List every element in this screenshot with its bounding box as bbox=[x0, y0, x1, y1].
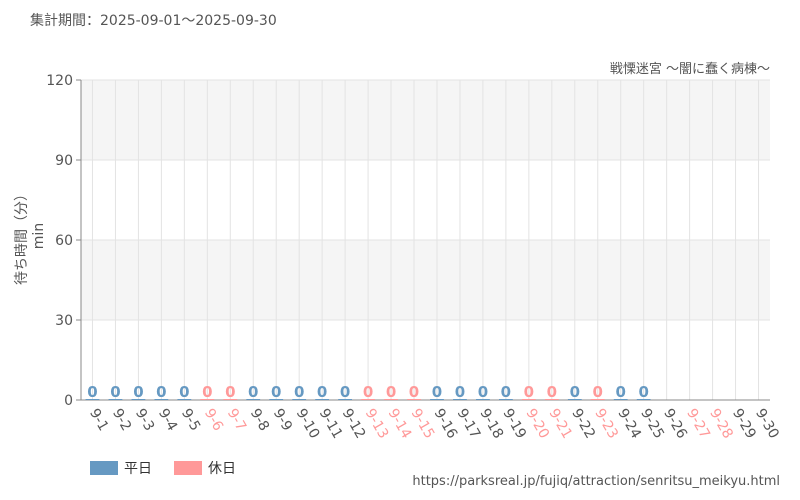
y-tick-label: 0 bbox=[64, 393, 73, 409]
x-tick-label-9-10: 9-10 bbox=[293, 406, 323, 442]
data-label-9-6: 0 bbox=[202, 383, 212, 401]
data-label-9-19: 0 bbox=[501, 383, 511, 401]
bar-9-1 bbox=[85, 399, 100, 400]
data-label-9-24: 0 bbox=[615, 383, 625, 401]
x-tick-label-9-30: 9-30 bbox=[752, 406, 782, 442]
data-label-9-3: 0 bbox=[133, 383, 143, 401]
weekday-swatch bbox=[90, 461, 118, 475]
bar-9-23 bbox=[590, 399, 605, 400]
bar-9-2 bbox=[108, 399, 123, 400]
chart-legend: 平日 休日 bbox=[90, 458, 236, 478]
x-tick-label-9-26: 9-26 bbox=[660, 406, 690, 442]
legend-item-holiday[interactable]: 休日 bbox=[174, 458, 236, 478]
x-tick-label-9-5: 9-5 bbox=[178, 406, 203, 434]
x-tick-label-9-21: 9-21 bbox=[545, 406, 575, 442]
bar-9-17 bbox=[453, 399, 467, 400]
data-label-9-17: 0 bbox=[455, 383, 465, 401]
x-tick-label-9-4: 9-4 bbox=[155, 406, 180, 434]
data-label-9-25: 0 bbox=[638, 383, 648, 401]
holiday-swatch bbox=[174, 461, 202, 475]
y-tick-label: 120 bbox=[46, 73, 73, 89]
bar-9-11 bbox=[315, 399, 330, 400]
x-tick-label-9-8: 9-8 bbox=[247, 406, 272, 434]
bar-9-16 bbox=[430, 399, 444, 400]
x-tick-label-9-19: 9-19 bbox=[499, 406, 529, 442]
x-tick-label-9-6: 9-6 bbox=[201, 406, 226, 434]
x-tick-label-9-18: 9-18 bbox=[476, 406, 506, 442]
bar-9-22 bbox=[567, 399, 582, 400]
y-tick-label: 90 bbox=[55, 153, 73, 169]
bar-9-18 bbox=[476, 399, 490, 400]
x-tick-label-9-12: 9-12 bbox=[339, 406, 369, 442]
data-label-9-13: 0 bbox=[363, 383, 373, 401]
bar-9-6 bbox=[200, 399, 215, 400]
data-label-9-20: 0 bbox=[524, 383, 534, 401]
data-label-9-16: 0 bbox=[432, 383, 442, 401]
attraction-name: 戦慄迷宮 ～闇に蠢く病棟～ bbox=[609, 62, 770, 77]
data-label-9-8: 0 bbox=[248, 383, 258, 401]
data-label-9-22: 0 bbox=[570, 383, 580, 401]
y-tick-label: 30 bbox=[55, 313, 73, 329]
data-label-9-5: 0 bbox=[179, 383, 189, 401]
bar-9-20 bbox=[521, 399, 536, 400]
data-label-9-7: 0 bbox=[225, 383, 235, 401]
x-tick-label-9-22: 9-22 bbox=[568, 406, 598, 442]
x-tick-label-9-1: 9-1 bbox=[86, 406, 111, 434]
legend-label-holiday: 休日 bbox=[208, 461, 236, 477]
collection-period: 集計期間：2025-09-01～2025-09-30 bbox=[30, 13, 277, 29]
x-tick-label-9-25: 9-25 bbox=[637, 406, 667, 442]
bar-9-21 bbox=[544, 399, 559, 400]
grid-band bbox=[81, 80, 770, 160]
bar-9-19 bbox=[498, 399, 513, 400]
x-tick-label-9-29: 9-29 bbox=[729, 406, 759, 442]
x-tick-label-9-7: 9-7 bbox=[224, 406, 249, 434]
x-tick-label-9-27: 9-27 bbox=[683, 406, 713, 442]
data-label-9-18: 0 bbox=[478, 383, 488, 401]
x-tick-label-9-11: 9-11 bbox=[316, 406, 346, 442]
data-label-9-23: 0 bbox=[593, 383, 603, 401]
data-label-9-2: 0 bbox=[110, 383, 120, 401]
bar-9-24 bbox=[613, 399, 628, 400]
x-tick-label-9-3: 9-3 bbox=[132, 406, 157, 434]
x-tick-label-9-2: 9-2 bbox=[109, 406, 134, 434]
bar-9-5 bbox=[177, 399, 192, 400]
bar-9-13 bbox=[361, 399, 375, 400]
data-label-9-11: 0 bbox=[317, 383, 327, 401]
x-tick-label-9-15: 9-15 bbox=[408, 406, 438, 442]
x-tick-label-9-16: 9-16 bbox=[431, 406, 461, 442]
data-label-9-21: 0 bbox=[547, 383, 557, 401]
bar-9-8 bbox=[246, 399, 261, 400]
bar-9-12 bbox=[338, 399, 353, 400]
x-tick-label-9-9: 9-9 bbox=[270, 406, 295, 434]
data-label-9-14: 0 bbox=[386, 383, 396, 401]
x-tick-label-9-23: 9-23 bbox=[591, 406, 621, 442]
data-label-9-1: 0 bbox=[87, 383, 97, 401]
bar-9-4 bbox=[154, 399, 169, 400]
bar-9-15 bbox=[407, 399, 421, 400]
data-label-9-15: 0 bbox=[409, 383, 419, 401]
bar-9-9 bbox=[269, 399, 284, 400]
legend-item-weekday[interactable]: 平日 bbox=[90, 458, 152, 478]
x-tick-label-9-24: 9-24 bbox=[614, 406, 644, 442]
bar-9-3 bbox=[131, 399, 146, 400]
x-tick-label-9-20: 9-20 bbox=[522, 406, 552, 442]
bar-9-25 bbox=[636, 399, 651, 400]
source-url[interactable]: https://parksreal.jp/fujiq/attraction/se… bbox=[412, 474, 780, 489]
x-tick-label-9-14: 9-14 bbox=[385, 406, 415, 442]
bar-9-14 bbox=[384, 399, 398, 400]
data-label-9-9: 0 bbox=[271, 383, 281, 401]
grid-band bbox=[81, 240, 770, 320]
x-tick-label-9-17: 9-17 bbox=[453, 406, 483, 442]
legend-label-weekday: 平日 bbox=[124, 461, 152, 477]
data-label-9-12: 0 bbox=[340, 383, 350, 401]
data-label-9-4: 0 bbox=[156, 383, 166, 401]
y-tick-label: 60 bbox=[55, 233, 73, 249]
data-label-9-10: 0 bbox=[294, 383, 304, 401]
x-tick-label-9-28: 9-28 bbox=[706, 406, 736, 442]
x-tick-label-9-13: 9-13 bbox=[362, 406, 392, 442]
bar-9-10 bbox=[292, 399, 307, 400]
bar-9-7 bbox=[223, 399, 238, 400]
